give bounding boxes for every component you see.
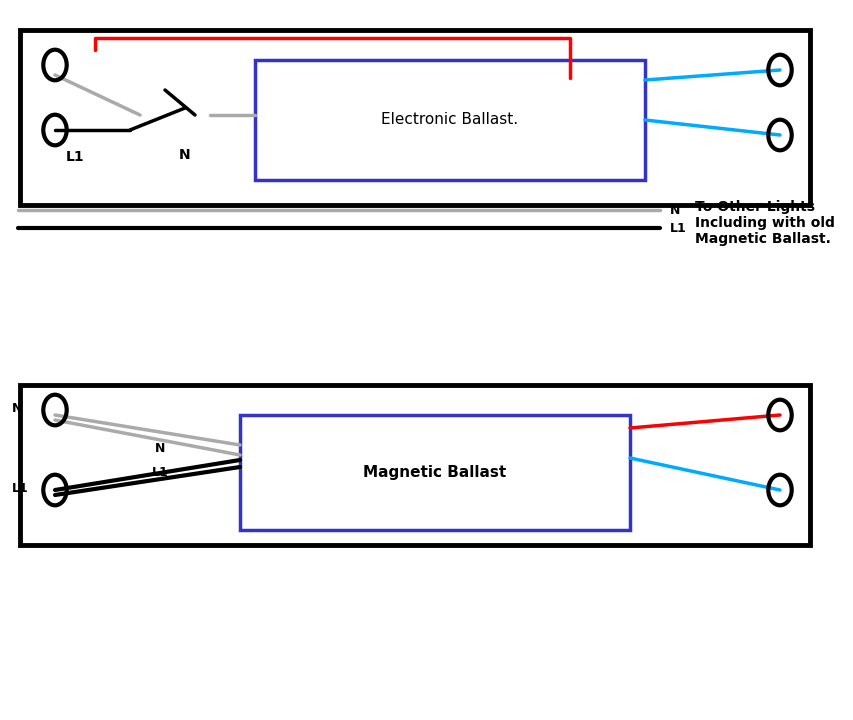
Text: N: N (154, 441, 165, 454)
Bar (20, 30, 809, 205)
Text: L1: L1 (66, 150, 84, 164)
Text: To Other Lights
Including with old
Magnetic Ballast.: To Other Lights Including with old Magne… (694, 200, 834, 246)
Text: N: N (179, 148, 190, 162)
Text: N: N (670, 204, 680, 217)
Text: L1: L1 (152, 466, 168, 479)
Bar (255, 60, 644, 180)
Text: L1: L1 (12, 482, 29, 495)
Bar (240, 415, 630, 530)
Text: Electronic Ballast.: Electronic Ballast. (381, 112, 518, 127)
Text: L1: L1 (670, 222, 686, 235)
Text: N: N (12, 402, 22, 415)
Bar (20, 385, 809, 545)
Text: Magnetic Ballast: Magnetic Ballast (363, 465, 506, 480)
